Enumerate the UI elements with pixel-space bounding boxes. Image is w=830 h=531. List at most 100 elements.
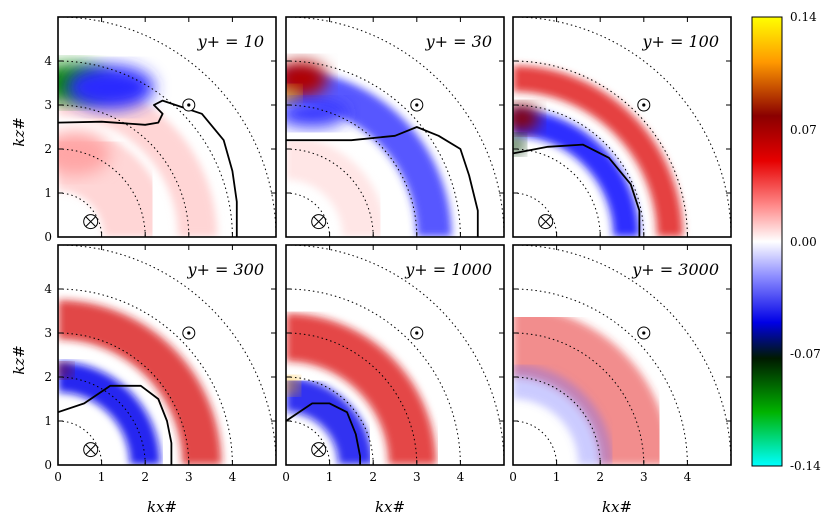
dotted-circle: [513, 148, 601, 237]
colorbar-gradient: [751, 16, 783, 467]
dotted-circle: [286, 17, 504, 237]
panel-field: [513, 17, 731, 237]
panel-field: [513, 245, 731, 465]
panel-field: [286, 17, 504, 237]
spectral-peak: [286, 100, 348, 127]
y-tick-label: 4: [44, 282, 52, 296]
out-of-plane-marker: [182, 326, 196, 340]
xlabel-middle: kx#: [375, 498, 405, 516]
panel-5: 0 1 2 3 4 y+ = 1000: [282, 244, 505, 484]
y-tick-label: 3: [44, 326, 52, 340]
x-tick-label: 2: [369, 470, 377, 484]
ylabel-top: kz#: [10, 117, 28, 147]
x-tick-label: 4: [684, 470, 692, 484]
out-of-plane-marker: [182, 98, 196, 112]
dotted-circle: [58, 148, 146, 237]
panel-frame: [285, 16, 505, 238]
panel-label: y+ = 10: [197, 32, 264, 51]
x-tick-label: 4: [457, 470, 465, 484]
y-tick-label: 0: [44, 458, 52, 472]
out-of-plane-marker: [637, 98, 651, 112]
dotted-circle: [286, 332, 418, 465]
y-tick-label: 2: [44, 370, 52, 384]
x-tick-label: 0: [54, 470, 62, 484]
y-tick-label: 4: [44, 54, 52, 68]
zero-contour: [58, 384, 173, 465]
y-tick-label: 1: [44, 414, 52, 428]
x-tick-label: 1: [98, 470, 106, 484]
dotted-circle: [58, 245, 276, 465]
out-of-plane-marker: [637, 326, 651, 340]
into-plane-marker: [311, 442, 327, 458]
dotted-circle: [286, 104, 418, 237]
y-tick-label: 2: [44, 142, 52, 156]
zero-contour: [286, 402, 361, 465]
colorbar-tick-zero: 0.00: [790, 235, 817, 249]
dotted-circle: [513, 104, 645, 237]
x-tick-label: 4: [229, 470, 237, 484]
panel-label: y+ = 100: [641, 32, 719, 51]
panel-2: y+ = 30: [285, 16, 505, 238]
colorbar: 0.14 0.07 0.00 -0.07 -0.14: [751, 10, 821, 473]
into-plane-marker: [83, 214, 99, 230]
x-tick-label: 0: [282, 470, 290, 484]
panel-field: [58, 245, 276, 465]
spectral-peak: [286, 87, 300, 105]
zero-contour: [58, 99, 238, 237]
dotted-circle: [286, 148, 374, 237]
panel-frame: [512, 244, 732, 466]
spectral-peak: [58, 131, 111, 176]
spectral-peak: [286, 61, 328, 97]
into-plane-marker: [83, 442, 99, 458]
panel-frame: [57, 244, 277, 466]
spectral-band: [286, 377, 374, 465]
dotted-circle: [58, 376, 146, 465]
out-of-plane-marker: [410, 98, 424, 112]
dotted-circle: [58, 104, 190, 237]
spectral-peak: [513, 105, 540, 132]
x-tick-label: 2: [596, 470, 604, 484]
colorbar-tick-min: -0.14: [790, 459, 821, 473]
spectral-band: [513, 109, 640, 237]
panel-frame: [285, 244, 505, 466]
xlabel-left: kx#: [147, 498, 177, 516]
panel-field: [58, 17, 276, 237]
panel-4: 0 1 2 3 4 0 1 2 3 4 y+ = 300: [44, 244, 277, 484]
dotted-circle: [286, 376, 374, 465]
zero-contour: [286, 126, 479, 237]
colorbar-tick-low: -0.07: [790, 347, 821, 361]
y-tick-label: 0: [44, 230, 52, 244]
spectral-band: [513, 65, 684, 237]
spectral-peak: [58, 363, 72, 377]
panel-label: y+ = 300: [186, 260, 264, 279]
dotted-circle: [513, 332, 645, 465]
panel-3: y+ = 100: [512, 16, 732, 238]
x-tick-label: 3: [185, 470, 193, 484]
panel-label: y+ = 3000: [631, 260, 719, 279]
y-axis-label-top: kz#: [10, 117, 28, 147]
panel-6: 0 1 2 3 4 y+ = 3000: [509, 244, 732, 484]
spectral-band: [286, 313, 437, 465]
x-tick-label: 2: [141, 470, 149, 484]
spectral-peak: [66, 65, 154, 110]
into-plane-marker: [311, 214, 327, 230]
spectral-peak: [286, 377, 299, 394]
dotted-circle: [286, 245, 504, 465]
panel-label: y+ = 1000: [404, 260, 492, 279]
colorbar-tick-max: 0.14: [790, 10, 817, 24]
dotted-circle: [513, 376, 601, 465]
panel-frame: [512, 16, 732, 238]
x-tick-label: 0: [509, 470, 517, 484]
spectral-band: [286, 136, 387, 237]
zero-contour: [513, 143, 641, 237]
y-tick-label: 1: [44, 186, 52, 200]
spectral-band: [58, 300, 222, 465]
y-tick-label: 3: [44, 98, 52, 112]
dotted-circle: [513, 17, 731, 237]
x-tick-label: 3: [413, 470, 421, 484]
x-tick-label: 1: [553, 470, 561, 484]
panel-1: 0 1 2 3 4 y+ = 10: [44, 16, 277, 244]
ylabel-bottom: kz#: [10, 345, 28, 375]
y-axis-label-bottom: kz#: [10, 345, 28, 375]
